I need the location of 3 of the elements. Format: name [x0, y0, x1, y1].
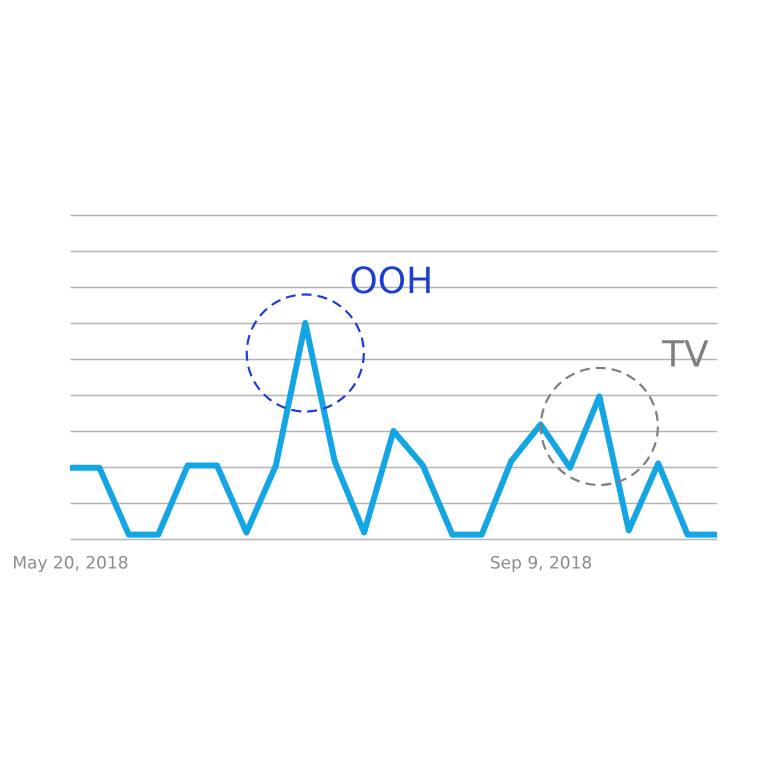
x-tick-label: Sep 9, 2018 — [490, 554, 592, 574]
x-tick-label: May 20, 2018 — [12, 554, 129, 574]
annotation: OOH — [349, 261, 434, 302]
